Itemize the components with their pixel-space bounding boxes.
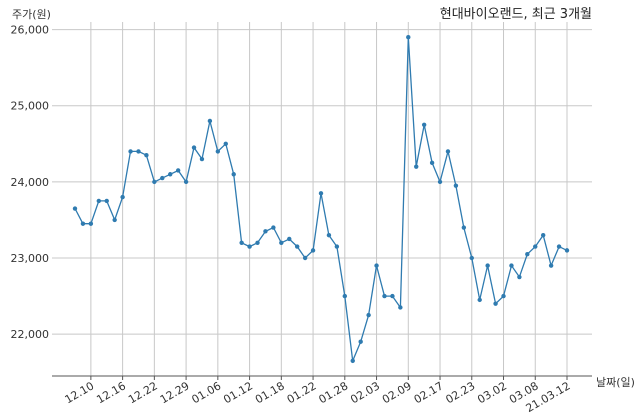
y-tick-label: 22,000: [11, 328, 50, 341]
data-point: [287, 236, 292, 242]
y-tick-label: 23,000: [11, 252, 50, 265]
data-point: [160, 175, 165, 181]
data-point: [509, 263, 514, 268]
x-axis-title: 날짜(일): [596, 375, 635, 389]
x-tick-label: 01.28: [317, 379, 351, 406]
data-point: [310, 248, 316, 253]
grid: [52, 22, 592, 376]
x-tick-label: 02.17: [412, 379, 446, 406]
data-point: [445, 149, 451, 154]
data-point: [374, 263, 379, 268]
x-tick-label: 01.06: [190, 379, 224, 406]
y-axis-title: 주가(원): [12, 8, 51, 21]
data-point: [493, 301, 498, 306]
data-point: [414, 164, 419, 169]
data-point: [501, 293, 506, 299]
data-point: [485, 263, 490, 268]
data-point: [350, 358, 355, 363]
data-point: [136, 149, 141, 154]
data-point: [406, 35, 411, 40]
data-point: [183, 179, 189, 185]
y-tick-label: 25,000: [11, 100, 50, 113]
data-point: [382, 293, 387, 299]
data-point: [366, 312, 371, 318]
data-point: [461, 225, 467, 230]
data-point: [104, 198, 109, 204]
x-tick-label: 02.03: [348, 379, 382, 406]
data-point: [279, 240, 284, 245]
data-point: [540, 232, 546, 238]
x-tick-label: 12.16: [94, 379, 128, 406]
data-point: [398, 305, 403, 310]
data-point: [96, 198, 102, 204]
data-point: [429, 160, 435, 166]
data-point: [239, 240, 244, 245]
y-tick-label: 24,000: [11, 176, 50, 189]
x-tick-label: 02.23: [443, 379, 477, 406]
x-tick-label: 12.10: [63, 379, 97, 406]
data-point: [88, 221, 94, 226]
x-tick-label: 02.09: [380, 379, 414, 406]
x-tick-label: 12.22: [126, 379, 160, 406]
data-point: [358, 339, 363, 344]
series-line: [74, 37, 568, 364]
data-point: [390, 293, 395, 299]
data-point: [271, 225, 276, 230]
data-point: [318, 191, 324, 196]
data-point: [120, 194, 125, 200]
data-point: [191, 145, 197, 150]
x-tick-label: 12.29: [158, 379, 192, 406]
data-point: [294, 244, 300, 249]
data-point: [255, 240, 260, 245]
data-point: [437, 179, 443, 185]
series: [72, 35, 570, 364]
x-tick-label: 01.12: [221, 379, 255, 406]
data-point: [168, 172, 173, 177]
x-tick-label: 01.18: [253, 379, 287, 406]
data-point: [556, 244, 562, 249]
data-point: [326, 232, 332, 238]
data-point: [112, 217, 117, 223]
data-point: [533, 244, 538, 249]
data-point: [302, 255, 308, 261]
data-point: [263, 229, 268, 234]
data-point: [453, 183, 459, 188]
x-tick-label: 01.22: [285, 379, 319, 406]
data-point: [517, 274, 522, 280]
data-point: [231, 172, 236, 177]
data-point: [469, 255, 474, 261]
axes: 22,000 23,000 24,000 25,000 26,000 12.1012.16…: [11, 24, 592, 414]
data-point: [175, 168, 181, 173]
data-point: [477, 297, 482, 303]
x-tick-label: 03.02: [475, 379, 509, 406]
data-point: [128, 149, 133, 154]
data-point: [247, 244, 252, 249]
data-point: [564, 248, 570, 253]
data-point: [152, 179, 157, 185]
data-point: [421, 122, 427, 127]
data-point: [334, 244, 340, 249]
data-point: [144, 153, 149, 158]
data-point: [72, 206, 78, 211]
data-point: [342, 293, 348, 299]
data-point: [215, 149, 221, 154]
data-point: [80, 221, 86, 226]
data-point: [548, 263, 554, 268]
y-tick-label: 26,000: [11, 24, 50, 37]
data-point: [207, 118, 213, 124]
data-point: [223, 141, 228, 147]
data-point: [525, 251, 530, 257]
chart-title: 현대바이오랜드, 최근 3개월: [440, 7, 592, 22]
data-point: [199, 156, 205, 162]
